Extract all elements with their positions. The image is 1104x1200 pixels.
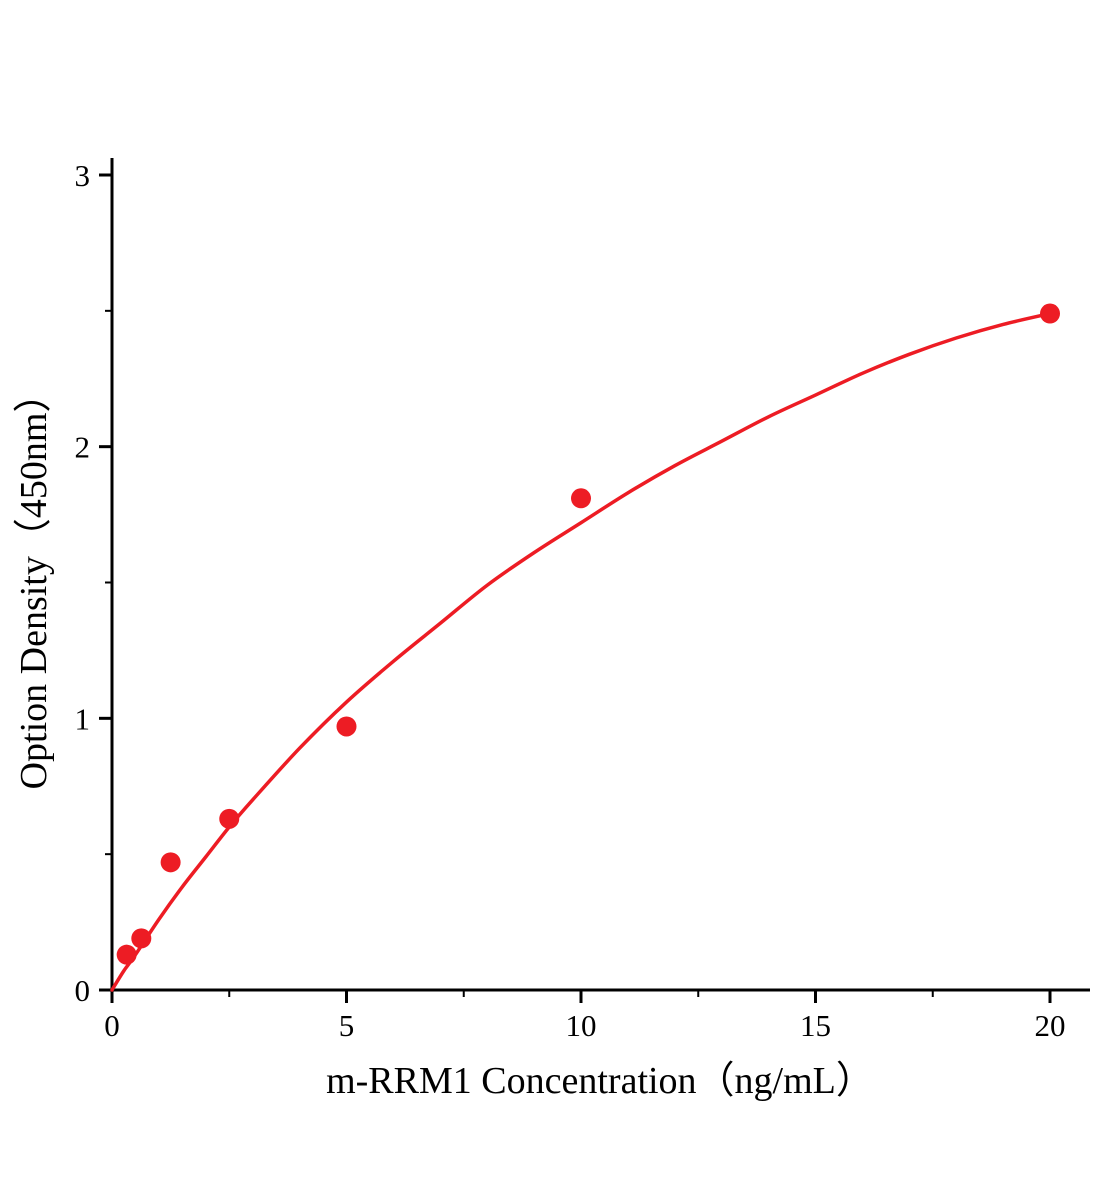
data-point [571,488,591,509]
x-tick-label: 10 [566,1008,597,1043]
fit-curve [110,311,1052,992]
y-axis-title: Option Density（450nm） [13,375,55,790]
x-tick-label: 20 [1035,1008,1066,1043]
x-axis-title: m-RRM1 Concentration（ng/mL） [326,1060,874,1102]
y-tick-label: 3 [75,158,91,193]
x-tick-label: 5 [339,1008,355,1043]
x-tick-label: 15 [800,1008,831,1043]
y-tick-label: 1 [75,701,91,736]
data-point [116,944,137,965]
y-tick-label: 0 [75,973,91,1008]
data-point [336,716,357,737]
data-point [160,852,181,873]
data-point [219,808,240,829]
x-tick-label: 0 [104,1008,120,1043]
data-point [1040,303,1060,324]
y-tick-label: 2 [75,430,91,465]
plot-area: 0 5 10 15 20 0 1 2 3 [75,158,1090,1043]
data-point [131,928,152,949]
